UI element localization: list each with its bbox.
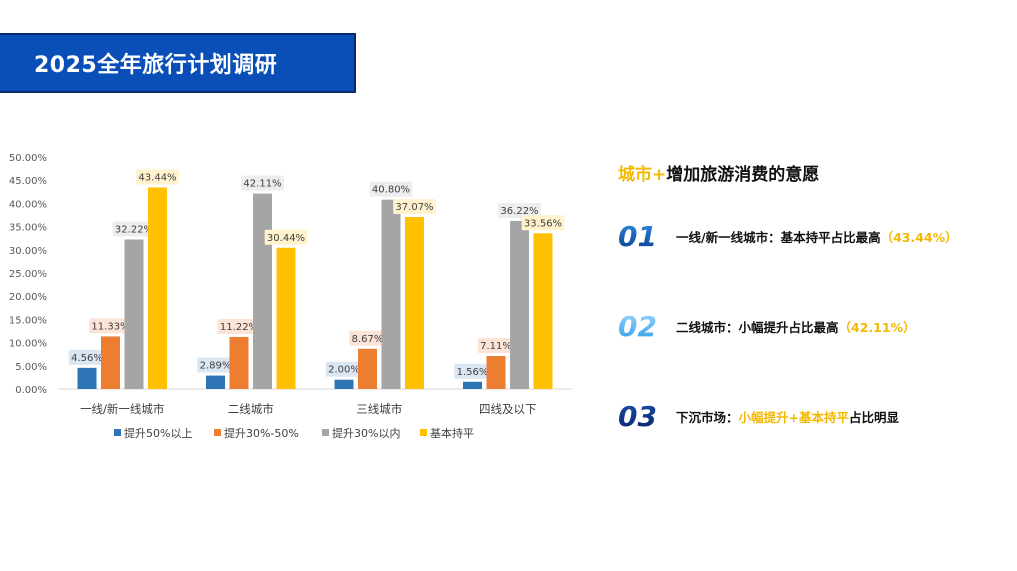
x-tick-label: 三线城市: [356, 402, 402, 416]
legend-swatch: [114, 429, 121, 436]
data-label-box: [264, 229, 308, 245]
bar: [405, 216, 424, 389]
bar: [510, 220, 529, 389]
data-label: 7.11%: [480, 341, 512, 352]
data-label: 4.56%: [71, 353, 103, 364]
y-tick-label: 25.00%: [9, 269, 47, 280]
bar: [148, 187, 167, 389]
x-tick-label: 二线城市: [228, 402, 274, 416]
data-label-box: [217, 318, 261, 334]
data-label: 1.56%: [457, 367, 489, 378]
point-number-3: 03: [618, 400, 670, 433]
bar: [334, 379, 354, 389]
data-label-box: [68, 349, 106, 365]
data-label-box: [197, 357, 234, 373]
point-3-suffix: 占比明显: [849, 410, 900, 425]
data-label: 43.44%: [138, 172, 176, 183]
bar: [101, 336, 120, 389]
data-label-box: [241, 175, 284, 191]
point-number-1: 01: [618, 220, 670, 253]
x-tick-label: 四线及以下: [479, 402, 537, 416]
data-label-box: [521, 215, 565, 231]
data-label: 36.22%: [500, 206, 538, 217]
bar: [253, 193, 272, 389]
y-tick-label: 0.00%: [15, 385, 47, 396]
data-label-box: [112, 221, 156, 237]
bar: [486, 356, 506, 389]
legend-swatch: [420, 429, 427, 436]
legend-label: 提升30%-50%: [224, 427, 299, 440]
x-tick-label: 一线/新一线城市: [80, 402, 164, 416]
y-tick-label: 15.00%: [9, 315, 47, 326]
data-label-box: [89, 318, 132, 334]
panel-heading-rest: 增加旅游消费的意愿: [666, 165, 820, 185]
y-tick-label: 30.00%: [9, 246, 47, 257]
data-label-box: [454, 363, 491, 379]
insight-point-2: 02 二线城市：小幅提升占比最高（42.11%）: [618, 310, 916, 343]
bar: [358, 348, 377, 389]
data-label: 40.80%: [372, 185, 410, 196]
y-tick-label: 50.00%: [9, 153, 47, 164]
data-label: 32.22%: [115, 224, 153, 235]
legend-swatch: [322, 429, 329, 436]
data-label: 11.33%: [91, 321, 129, 332]
title-banner: 2025全年旅行计划调研: [0, 33, 356, 93]
legend-label: 基本持平: [430, 426, 474, 440]
data-label-box: [477, 338, 515, 354]
legend-swatch: [214, 429, 221, 436]
y-tick-label: 40.00%: [9, 199, 47, 210]
data-label-box: [498, 202, 541, 218]
y-tick-label: 45.00%: [9, 176, 47, 187]
panel-heading: 城市+增加旅游消费的意愿: [618, 160, 1008, 185]
insight-point-3: 03 下沉市场：小幅提升+基本持平占比明显: [618, 400, 899, 433]
y-tick-label: 10.00%: [9, 339, 47, 350]
data-label: 42.11%: [243, 179, 281, 190]
point-1-accent: （43.44%）: [880, 230, 958, 245]
data-label-box: [325, 361, 363, 377]
data-label: 33.56%: [524, 218, 562, 229]
point-2-body: 二线城市：小幅提升占比最高: [676, 320, 839, 335]
data-label-box: [136, 169, 179, 185]
point-2-accent: （42.11%）: [838, 320, 916, 335]
legend-label: 提升30%以内: [332, 426, 400, 440]
page-title: 2025全年旅行计划调研: [34, 53, 278, 78]
point-text-2: 二线城市：小幅提升占比最高（42.11%）: [676, 317, 916, 336]
point-3-accent: 小幅提升+基本持平: [738, 410, 849, 425]
y-tick-label: 35.00%: [9, 223, 47, 234]
bar: [276, 247, 296, 389]
data-label-box: [393, 198, 436, 214]
bar: [381, 199, 401, 389]
data-label-box: [369, 181, 413, 197]
panel-heading-highlight: 城市+: [618, 165, 667, 185]
bar: [77, 367, 97, 389]
data-label: 30.44%: [267, 233, 305, 244]
y-tick-label: 20.00%: [9, 292, 47, 303]
point-1-body: 一线/新一线城市：基本持平占比最高: [676, 230, 881, 245]
legend-label: 提升50%以上: [124, 427, 192, 440]
insight-point-1: 01 一线/新一线城市：基本持平占比最高（43.44%）: [618, 220, 958, 253]
data-label-box: [349, 330, 386, 346]
point-text-3: 下沉市场：小幅提升+基本持平占比明显: [676, 407, 899, 426]
data-label: 2.00%: [328, 365, 360, 376]
y-tick-label: 5.00%: [15, 362, 47, 373]
data-label: 11.22%: [220, 322, 258, 333]
bar: [463, 381, 482, 389]
insight-panel: 城市+增加旅游消费的意愿 01 一线/新一线城市：基本持平占比最高（43.44%…: [618, 160, 1008, 433]
point-3-prefix: 下沉市场：: [676, 410, 739, 425]
point-number-2: 02: [618, 310, 670, 343]
data-label: 37.07%: [395, 202, 433, 213]
bar: [206, 375, 225, 389]
point-text-1: 一线/新一线城市：基本持平占比最高（43.44%）: [676, 227, 958, 246]
bar: [533, 233, 553, 389]
data-label: 2.89%: [200, 361, 232, 372]
data-label: 8.67%: [352, 334, 384, 345]
bar: [229, 336, 249, 389]
bar: [124, 239, 144, 389]
bar-chart: 0.00% 5.00% 10.00% 15.00% 20.00% 25.00% 30.00%…: [9, 153, 572, 440]
